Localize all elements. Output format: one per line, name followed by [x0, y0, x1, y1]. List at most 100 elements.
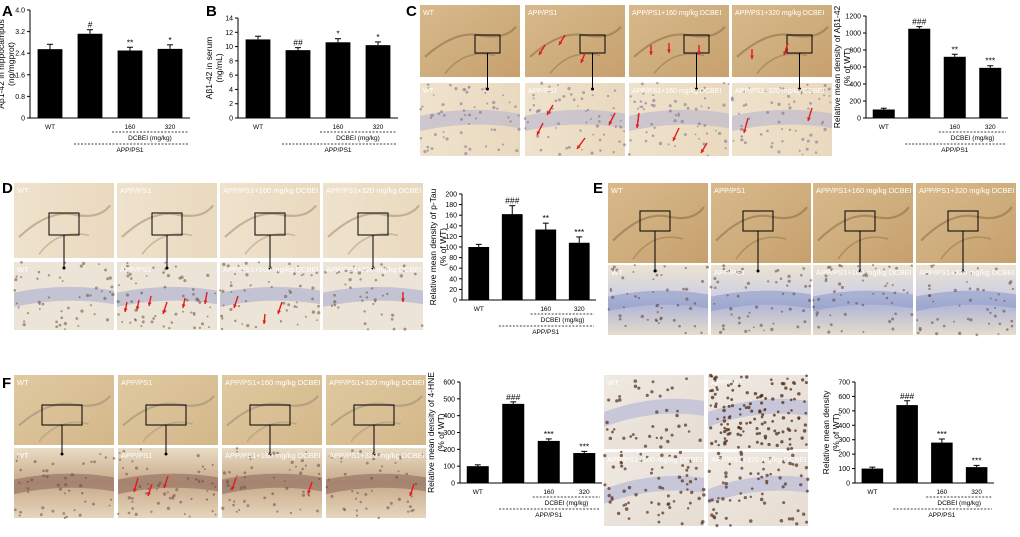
nucleus-dot: [675, 413, 679, 418]
cell-dot: [672, 318, 676, 322]
cell-dot: [788, 307, 792, 311]
cell-layer: [608, 290, 708, 312]
cell-dot: [392, 327, 396, 331]
cell-dot: [787, 103, 790, 106]
nucleus-dot: [747, 445, 751, 448]
cell-dot: [220, 327, 224, 331]
cell-dot: [85, 293, 90, 298]
nucleus-dot: [756, 472, 760, 476]
cell-dot: [77, 324, 80, 327]
nucleus-dot: [678, 450, 683, 455]
nucleus-dot: [672, 499, 676, 503]
cell-dot: [700, 89, 704, 92]
cell-dot: [624, 324, 627, 328]
significance-g-2: ***: [937, 429, 948, 439]
cell-layer: [813, 290, 913, 312]
hippocampus-layer: [817, 206, 910, 242]
cell-dot: [830, 268, 834, 272]
cell-dot: [654, 318, 658, 321]
cell-dot: [117, 313, 120, 316]
cell-dot: [932, 264, 935, 267]
cell-dot: [995, 299, 998, 302]
cell-dot: [683, 133, 687, 136]
cell-dot: [226, 264, 230, 268]
cell-dot: [667, 143, 670, 146]
cell-dot: [70, 473, 74, 477]
cell-dot: [777, 150, 781, 154]
cell-dot: [824, 274, 828, 278]
bar-a-3: [157, 48, 183, 118]
cell-dot: [781, 87, 785, 91]
cell-dot: [748, 311, 751, 314]
nucleus-dot: [633, 379, 638, 383]
cell-dot: [295, 306, 298, 309]
cell-dot: [295, 465, 297, 468]
cell-dot: [770, 327, 774, 332]
nucleus-dot: [794, 429, 797, 432]
nucleus-dot: [677, 424, 681, 428]
cell-dot: [910, 313, 914, 316]
zoom-connector-end: [591, 87, 594, 91]
y-tick-label-d: 200: [445, 192, 457, 199]
cell-dot: [928, 294, 932, 298]
x-label-wt-g: WT: [867, 489, 877, 496]
cell-dot: [37, 300, 41, 304]
micrograph-top-label-d-3: APP/PS1+320 mg/kg DCBEI: [326, 186, 422, 195]
cell-dot: [737, 112, 740, 115]
cell-dot: [776, 268, 780, 272]
red-arrow-head: [750, 55, 754, 59]
cell-dot: [166, 506, 171, 510]
x-label-320-g: 320: [971, 489, 982, 496]
cell-dot: [104, 268, 108, 272]
cell-dot: [240, 268, 244, 272]
cell-dot: [781, 128, 784, 131]
y-tick-label-d: 100: [445, 245, 457, 252]
cell-dot: [883, 268, 886, 271]
y-tick-label-a: 0.8: [15, 94, 25, 101]
cell-dot: [864, 273, 869, 278]
cell-dot: [443, 114, 446, 117]
cell-dot: [554, 99, 558, 103]
cell-dot: [829, 314, 832, 317]
cell-dot: [462, 87, 466, 92]
cell-dot: [796, 325, 800, 329]
cell-dot: [146, 483, 149, 486]
nucleus-dot: [768, 457, 772, 460]
cell-dot: [966, 280, 968, 283]
zoom-connector-end: [371, 266, 375, 270]
nucleus-dot: [698, 438, 702, 443]
cell-dot: [953, 288, 958, 293]
nucleus-dot: [763, 408, 766, 412]
nucleus-dot: [668, 506, 672, 510]
cell-dot: [598, 138, 602, 142]
significance-a-3: *: [168, 35, 172, 45]
nucleus-dot: [666, 439, 670, 444]
nucleus-dot: [805, 443, 808, 446]
cell-dot: [284, 294, 288, 299]
cell-dot: [886, 282, 889, 285]
significance-d-3: ***: [574, 227, 585, 237]
cell-dot: [872, 292, 875, 295]
cell-dot: [739, 127, 744, 132]
cell-dot: [126, 264, 130, 268]
red-arrow-head: [649, 51, 653, 55]
cell-dot: [565, 146, 569, 150]
cell-dot: [100, 290, 103, 293]
nucleus-dot: [723, 429, 727, 434]
cell-dot: [162, 492, 167, 496]
cell-dot: [288, 262, 291, 266]
cell-layer-g: [604, 475, 704, 504]
nucleus-dot: [639, 452, 643, 456]
cell-dot: [328, 455, 332, 459]
cell-dot: [290, 460, 294, 464]
cell-dot: [724, 147, 727, 150]
cell-dot: [276, 270, 280, 274]
cell-dot: [351, 449, 354, 452]
hippocampus-layer: [327, 204, 420, 238]
cell-dot: [244, 261, 248, 265]
nucleus-dot: [780, 381, 785, 386]
cell-dot: [109, 498, 113, 501]
nucleus-dot: [748, 519, 753, 523]
red-arrow-head: [123, 308, 128, 312]
cell-dot: [372, 302, 375, 306]
